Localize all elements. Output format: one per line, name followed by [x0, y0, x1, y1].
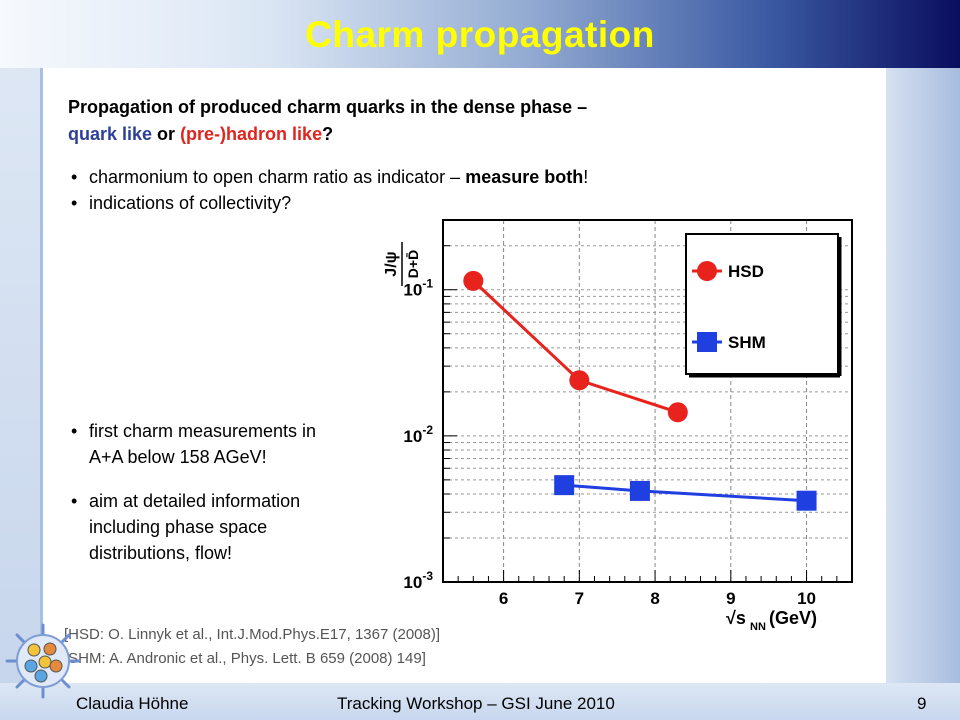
bullet-dot: • — [71, 491, 78, 511]
left-decor-bar — [0, 68, 40, 720]
legend-marker-shm — [697, 332, 717, 352]
atom-logo — [5, 623, 81, 699]
x-axis-ticks: 6 7 8 9 10 — [442, 570, 853, 608]
bullet-3: • first charm measurements in A+A below … — [71, 418, 371, 470]
logo-particles — [24, 642, 63, 683]
references: [HSD: O. Linnyk et al., Int.J.Mod.Phys.E… — [64, 623, 440, 671]
logo-spikes — [5, 623, 81, 699]
series-line-shm — [564, 483, 807, 503]
y-axis-label: J/ψ D+D̄ — [383, 242, 421, 286]
bullet-4-text: aim at detailed information including ph… — [89, 488, 300, 566]
y-tick-label: 10-2 — [403, 423, 433, 446]
legend-label-shm: SHM — [728, 333, 766, 352]
bullet-dot: • — [71, 167, 78, 187]
intro-line1: Propagation of produced charm quarks in … — [68, 97, 588, 117]
title-bar — [0, 0, 960, 68]
bullet-1-text: charmonium to open charm ratio as indica… — [89, 164, 588, 190]
reference-hsd: [HSD: O. Linnyk et al., Int.J.Mod.Phys.E… — [64, 626, 441, 643]
y-label-numerator: J/ψ — [383, 251, 400, 276]
plot-frame — [442, 219, 853, 583]
intro-line2: quark like or (pre-)hadron like? — [68, 121, 848, 148]
x-label-unit: (GeV) — [769, 608, 817, 628]
bullet-1: • charmonium to open charm ratio as indi… — [71, 164, 791, 190]
x-tick-label: 10 — [797, 589, 816, 608]
y-axis-ticks: 10-1 10-2 10-3 — [403, 245, 457, 592]
data-point-shm — [629, 480, 650, 501]
x-tick-label: 9 — [726, 589, 735, 608]
footer-event: Tracking Workshop – GSI June 2010 — [337, 694, 615, 713]
bullet-2-text: indications of collectivity? — [89, 193, 292, 213]
data-point-shm — [554, 475, 575, 496]
bullet-3-line2: A+A below 158 AGeV! — [89, 447, 267, 467]
x-label-sub: NN — [750, 621, 766, 633]
bullet-1-post: ! — [583, 167, 589, 187]
bullet-4-line2: including phase space — [89, 517, 268, 537]
legend-box — [685, 233, 839, 375]
x-tick-label: 8 — [650, 589, 659, 608]
x-axis-label: √s NN (GeV) — [726, 608, 817, 633]
chart-series — [463, 270, 817, 511]
legend-marker-hsd — [697, 261, 717, 281]
footer-author: Claudia Höhne — [76, 694, 189, 713]
slide-title: Charm propagation — [305, 14, 655, 55]
data-point-hsd — [569, 370, 590, 391]
y-label-denominator: D+D̄ — [404, 250, 421, 278]
bullet-3-line1: first charm measurements in — [89, 421, 317, 441]
intro-text: Propagation of produced charm quarks in … — [68, 94, 848, 148]
right-decor-bar — [886, 68, 960, 720]
x-tick-label: 7 — [575, 589, 584, 608]
bullet-1-bold: measure both — [465, 167, 584, 187]
bullet-dot: • — [71, 421, 78, 441]
intro-or: or — [152, 124, 181, 144]
x-tick-label: 6 — [499, 589, 508, 608]
bullet-4-line3: distributions, flow! — [89, 543, 233, 563]
x-label-main: √s — [726, 608, 746, 628]
bullet-1-pre: charmonium to open charm ratio as indica… — [89, 167, 466, 187]
footer-bar — [0, 683, 960, 720]
reference-shm: [SHM: A. Andronic et al., Phys. Lett. B … — [64, 650, 426, 667]
charm-ratio-chart: 10-1 10-2 10-3 6 7 8 9 10 HSD SHM J/ψ D+D̄ √s N… — [383, 219, 853, 633]
data-point-hsd — [463, 270, 484, 291]
intro-hadron-like: (pre-)hadron like — [180, 124, 323, 144]
data-point-shm — [796, 490, 817, 511]
bullet-2: • indications of collectivity? — [71, 190, 391, 216]
intro-question: ? — [322, 124, 334, 144]
data-point-hsd — [667, 402, 688, 423]
bullet-4: • aim at detailed information including … — [71, 488, 371, 568]
left-divider — [40, 68, 43, 683]
bullet-dot: • — [71, 193, 78, 213]
bullet-3-text: first charm measurements in A+A below 15… — [89, 418, 316, 470]
y-tick-label: 10-1 — [403, 277, 433, 300]
footer-page-number: 9 — [917, 694, 927, 713]
legend-label-hsd: HSD — [728, 262, 764, 281]
y-tick-label: 10-3 — [403, 569, 433, 592]
chart-legend: HSD SHM — [685, 233, 842, 378]
intro-quark-like: quark like — [68, 124, 153, 144]
bullet-4-line1: aim at detailed information — [89, 491, 301, 511]
